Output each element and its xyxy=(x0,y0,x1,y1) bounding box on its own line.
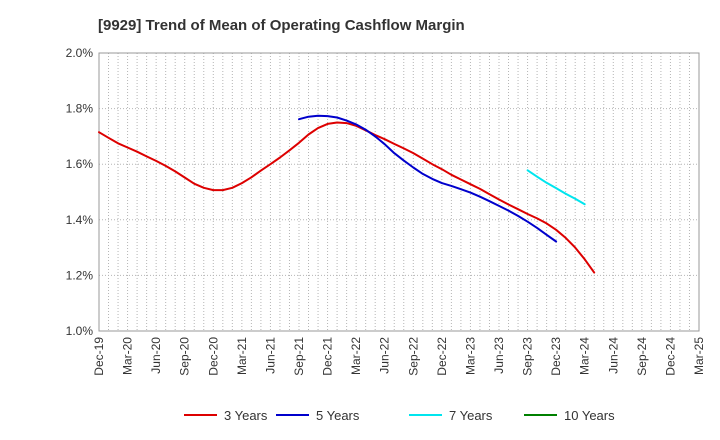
x-tick-label: Sep-21 xyxy=(292,337,306,376)
x-tick-label: Jun-24 xyxy=(606,337,620,374)
legend-label: 3 Years xyxy=(224,408,268,423)
legend: 3 Years 5 Years 7 Years 10 Years xyxy=(184,408,615,423)
x-tick-label: Jun-20 xyxy=(149,337,163,374)
x-tick-label: Sep-24 xyxy=(635,337,649,376)
series-line-7-years xyxy=(526,169,586,206)
x-tick-label: Dec-20 xyxy=(206,337,220,376)
x-tick-label: Jun-21 xyxy=(263,337,277,374)
legend-label: 7 Years xyxy=(449,408,493,423)
legend-label: 10 Years xyxy=(564,408,615,423)
x-tick-label: Jun-23 xyxy=(492,337,506,374)
x-tick-label: Dec-21 xyxy=(321,337,335,376)
x-tick-label: Dec-23 xyxy=(549,337,563,376)
y-tick-label: 1.4% xyxy=(66,213,94,227)
x-tick-label: Mar-25 xyxy=(692,337,706,375)
legend-label: 5 Years xyxy=(316,408,360,423)
x-tick-label: Dec-24 xyxy=(663,337,677,376)
series-line-5-years xyxy=(298,114,558,243)
series-line-3-years xyxy=(98,121,596,274)
x-tick-label: Mar-22 xyxy=(349,337,363,375)
x-tick-label: Sep-22 xyxy=(406,337,420,376)
x-tick-label: Dec-22 xyxy=(435,337,449,376)
y-tick-label: 1.8% xyxy=(66,102,94,116)
x-tick-label: Mar-24 xyxy=(578,337,592,375)
series-layer xyxy=(98,114,596,274)
y-axis: 1.0% 1.2% 1.4% 1.6% 1.8% 2.0% xyxy=(66,46,94,338)
x-tick-label: Mar-23 xyxy=(463,337,477,375)
y-tick-label: 1.2% xyxy=(66,268,94,282)
y-tick-label: 2.0% xyxy=(66,46,94,60)
chart-title: [9929] Trend of Mean of Operating Cashfl… xyxy=(98,17,465,34)
plot-area-frame xyxy=(98,52,700,332)
y-tick-label: 1.0% xyxy=(66,324,94,338)
grid-layer xyxy=(99,53,699,331)
x-axis: Dec-19 Mar-20 Jun-20 Sep-20 Dec-20 Mar-21 Jun-… xyxy=(92,337,706,376)
x-tick-label: Jun-22 xyxy=(378,337,392,374)
y-tick-label: 1.6% xyxy=(66,157,94,171)
x-tick-label: Mar-21 xyxy=(235,337,249,375)
x-tick-label: Sep-23 xyxy=(521,337,535,376)
x-tick-label: Sep-20 xyxy=(178,337,192,376)
x-tick-label: Mar-20 xyxy=(121,337,135,375)
x-tick-label: Dec-19 xyxy=(92,337,106,376)
